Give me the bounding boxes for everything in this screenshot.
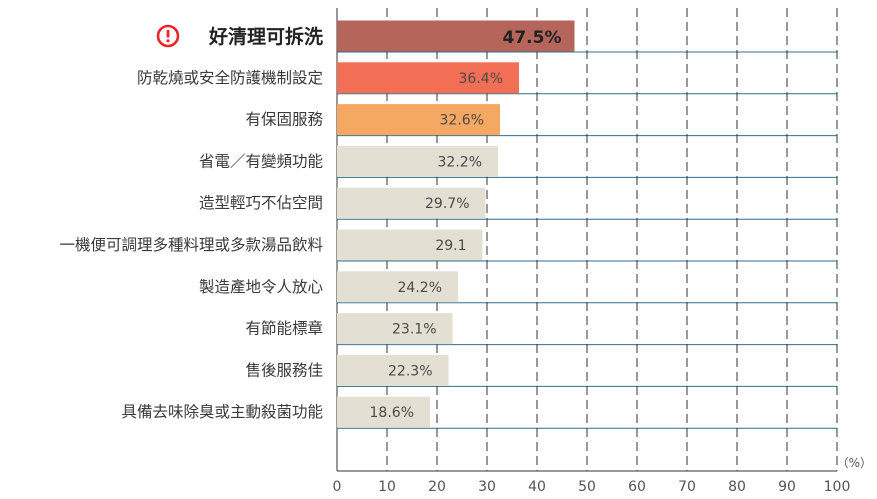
x-tick-label: 80 [728,479,746,495]
x-tick-label: 30 [478,479,496,495]
data-label: 18.6% [370,405,414,421]
labels: 0 10 20 30 40 50 60 70 80 90 100 47.5% 好清理可拆洗 36.4% 防乾… [59,24,851,495]
bar [337,145,498,177]
bars [337,20,575,428]
bar [337,187,486,219]
bar [337,229,483,261]
bar [337,313,453,345]
bar [337,271,458,303]
data-label: 29.1 [435,238,466,254]
data-label: 32.2% [438,154,482,170]
x-axis-unit-label: （%） [837,456,872,470]
bar [337,104,500,136]
category-label: 好清理可拆洗 [208,25,323,48]
category-label: 有保固服務 [245,111,323,129]
data-label: 23.1% [392,322,436,338]
category-label: 造型輕巧不佔空間 [199,194,323,212]
x-tick-label: 10 [378,479,396,495]
bar [337,396,430,428]
x-tick-label: 50 [578,479,596,495]
x-tick-label: 0 [333,479,342,495]
category-label: 製造產地令人放心 [199,278,323,296]
data-label: 36.4% [459,71,503,87]
x-tick-label: 40 [528,479,546,495]
bar [337,354,449,386]
data-label: 29.7% [425,196,469,212]
bar [337,62,519,94]
category-label: 一機便可調理多種料理或多款湯品飲料 [59,236,323,254]
data-label: 24.2% [398,280,442,296]
x-tick-label: 90 [778,479,796,495]
exclamation-circle-icon [156,24,180,48]
category-label: 售後服務佳 [245,361,323,379]
data-label: 22.3% [388,363,432,379]
category-label: 具備去味除臭或主動殺菌功能 [121,403,323,421]
data-label: 47.5% [503,28,562,48]
x-tick-label: 100 [824,479,851,495]
x-tick-label: 60 [628,479,646,495]
x-tick-label: 70 [678,479,696,495]
category-label: 防乾燒或安全防護機制設定 [137,69,323,87]
data-label: 32.6% [440,113,484,129]
x-tick-label: 20 [428,479,446,495]
bar [337,20,575,52]
category-label: 有節能標章 [245,320,323,338]
category-label: 省電／有變頻功能 [199,152,323,170]
